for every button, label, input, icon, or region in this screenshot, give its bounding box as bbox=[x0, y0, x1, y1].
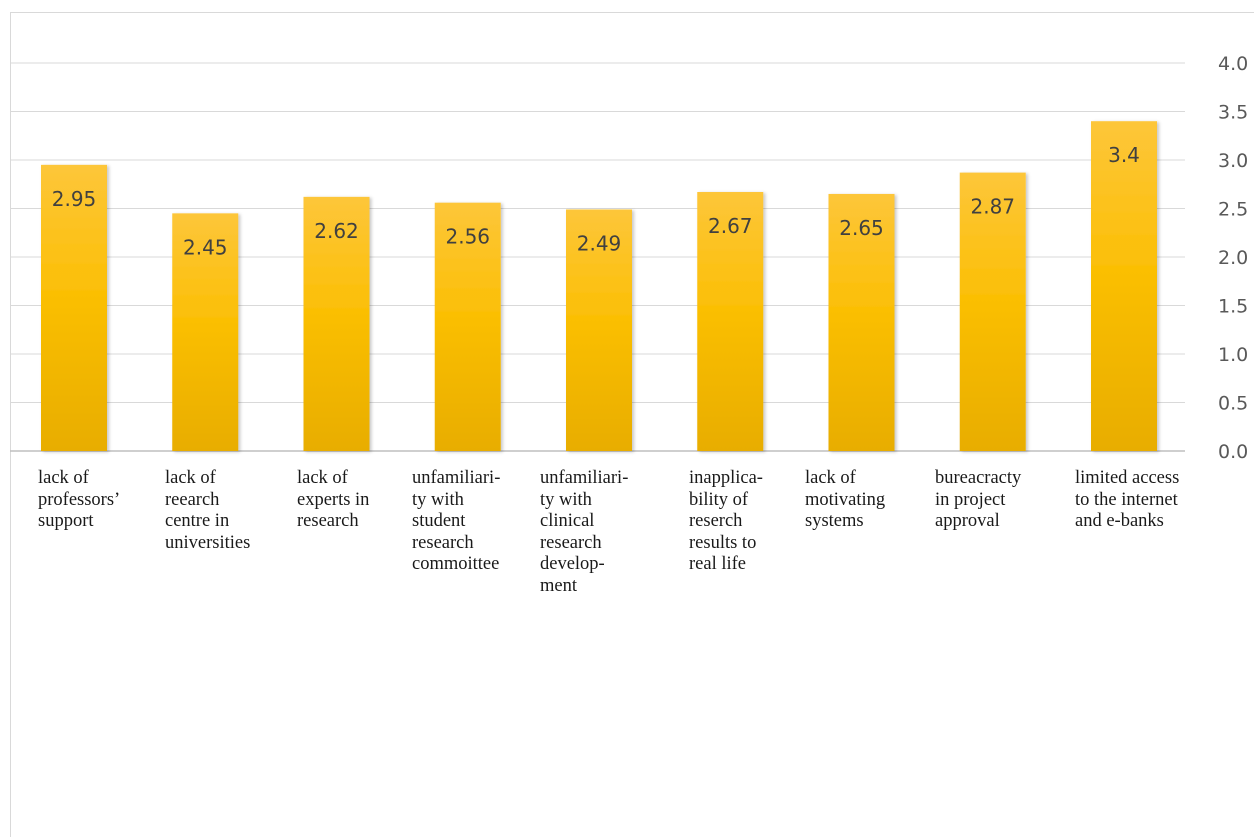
data-label: 2.49 bbox=[577, 231, 622, 255]
x-tick-label: bureacracty in project approval bbox=[935, 468, 1022, 531]
x-tick-label: limited access to the internet and e-banks bbox=[1075, 468, 1180, 531]
y-tick-label: 0.0 bbox=[1218, 441, 1248, 463]
data-label: 2.56 bbox=[445, 225, 490, 249]
y-tick-label: 1.5 bbox=[1218, 296, 1248, 318]
bar bbox=[303, 196, 370, 451]
y-tick-label: 2.5 bbox=[1218, 199, 1248, 221]
bar bbox=[959, 172, 1026, 452]
x-tick-label: unfamiliari-ty with clinical research devel… bbox=[540, 468, 629, 596]
data-label: 3.4 bbox=[1108, 143, 1140, 167]
x-tick-label: lack of motivating systems bbox=[805, 468, 886, 531]
data-label: 2.65 bbox=[839, 216, 884, 240]
x-tick-label: lack of experts in research bbox=[297, 468, 370, 531]
chart-frame bbox=[10, 12, 1254, 837]
data-label: 2.67 bbox=[708, 214, 753, 238]
data-label: 2.87 bbox=[970, 195, 1015, 219]
y-tick-label: 3.5 bbox=[1218, 102, 1248, 124]
bar bbox=[434, 202, 501, 451]
y-tick-label: 4.0 bbox=[1218, 53, 1248, 75]
bar bbox=[697, 192, 764, 451]
x-tick-label: inapplica-bility of reserch results to real… bbox=[689, 468, 763, 574]
bar bbox=[566, 209, 632, 451]
bar bbox=[172, 213, 239, 451]
y-tick-label: 0.5 bbox=[1218, 393, 1248, 415]
data-label: 2.95 bbox=[52, 187, 97, 211]
y-tick-label: 1.0 bbox=[1218, 344, 1248, 366]
bar bbox=[1091, 121, 1157, 451]
x-tick-label: lack of professors’ support bbox=[38, 468, 121, 531]
bar bbox=[828, 193, 895, 451]
data-label: 2.62 bbox=[314, 219, 359, 243]
y-tick-label: 2.0 bbox=[1218, 247, 1248, 269]
x-tick-label: unfamiliari-ty with student research commoi… bbox=[412, 468, 501, 574]
y-tick-label: 3.0 bbox=[1218, 150, 1248, 172]
x-tick-label: lack of reearch centre in universities bbox=[165, 468, 251, 553]
bar bbox=[41, 164, 107, 451]
data-label: 2.45 bbox=[183, 235, 228, 259]
